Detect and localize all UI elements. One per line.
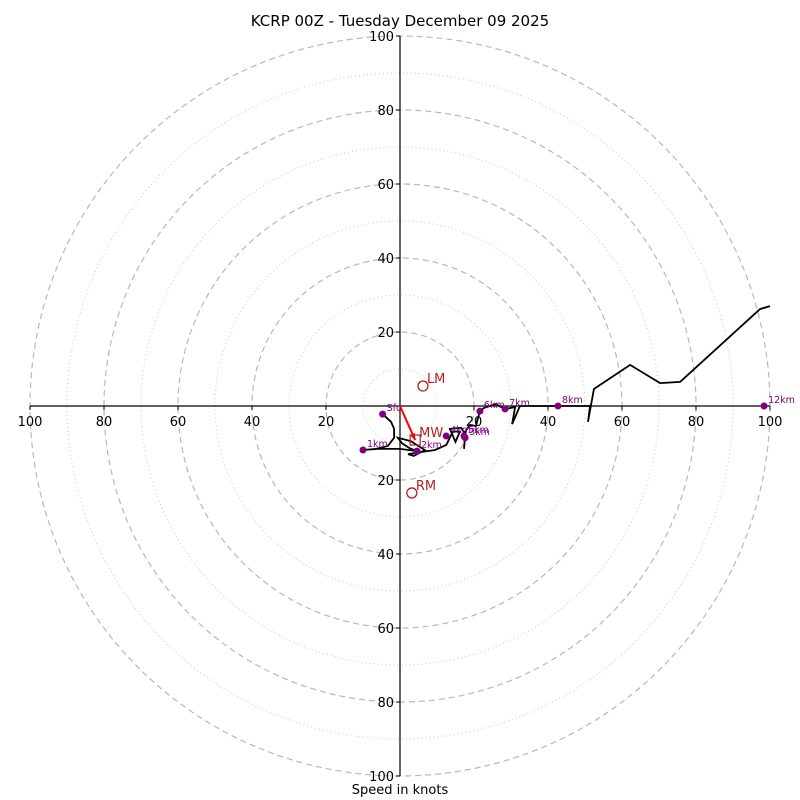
height-label-8km: 8km — [562, 395, 583, 406]
height-label-1km: 1km — [367, 439, 388, 450]
height-marker-Sfc — [379, 410, 387, 418]
y-tick-label: 20 — [377, 474, 394, 489]
height-marker-12km — [760, 402, 768, 410]
storm-motion-label-LM: LM — [427, 372, 445, 387]
y-tick-label: 40 — [377, 252, 394, 267]
height-marker-2km — [413, 447, 421, 455]
height-marker-4km — [442, 432, 450, 440]
storm-motion-label-RM: RM — [416, 479, 436, 494]
x-tick-label: 20 — [318, 415, 335, 430]
chart-title: KCRP 00Z - Tuesday December 09 2025 — [250, 12, 550, 30]
height-label-Sfc: Sfc — [387, 403, 402, 414]
storm-motion-markers: LM RM MW — [399, 372, 445, 499]
storm-motion-marker-RM — [406, 487, 418, 499]
height-label-5km: 5km — [468, 425, 489, 436]
x-tick-label: 80 — [688, 415, 705, 430]
height-label-12km: 12km — [768, 395, 795, 406]
height-marker-8km — [554, 402, 562, 410]
y-tick-label: 60 — [377, 178, 394, 193]
height-marker-1km — [359, 446, 367, 454]
y-tick-label: 100 — [369, 30, 394, 45]
hodograph-line — [362, 305, 771, 457]
y-tick-label: 20 — [377, 326, 394, 341]
storm-motion-marker-LM — [417, 380, 429, 392]
storm-motion-label-MW: MW — [419, 426, 443, 441]
tick-labels: 100 80 60 40 20 20 40 60 80 100100806040202040608… — [18, 30, 783, 785]
x-tick-label: 40 — [244, 415, 261, 430]
height-label-6km: 6km — [484, 400, 505, 411]
y-tick-label: 100 — [369, 770, 394, 785]
x-tick-label: 80 — [96, 415, 113, 430]
height-label-7km: 7km — [509, 398, 530, 409]
height-label-2km: 2km — [421, 440, 442, 451]
height-label-3km: 3km — [469, 427, 490, 438]
y-tick-label: 40 — [377, 548, 394, 563]
x-tick-label: 60 — [170, 415, 187, 430]
x-tick-label: 100 — [18, 415, 43, 430]
y-tick-label: 80 — [377, 104, 394, 119]
storm-motion-marker-MW — [409, 434, 421, 446]
height-marker-6km — [476, 407, 484, 415]
y-tick-label: 60 — [377, 622, 394, 637]
x-tick-label: 100 — [758, 415, 783, 430]
height-marker-5km — [460, 432, 468, 440]
hodograph-trace — [362, 305, 771, 457]
y-tick-label: 80 — [377, 696, 394, 711]
x-axis-label: Speed in knots — [351, 783, 449, 798]
x-tick-label: 60 — [614, 415, 631, 430]
x-tick-label: 40 — [540, 415, 557, 430]
height-marker-7km — [501, 405, 509, 413]
height-label-4km: 4km — [450, 425, 471, 436]
